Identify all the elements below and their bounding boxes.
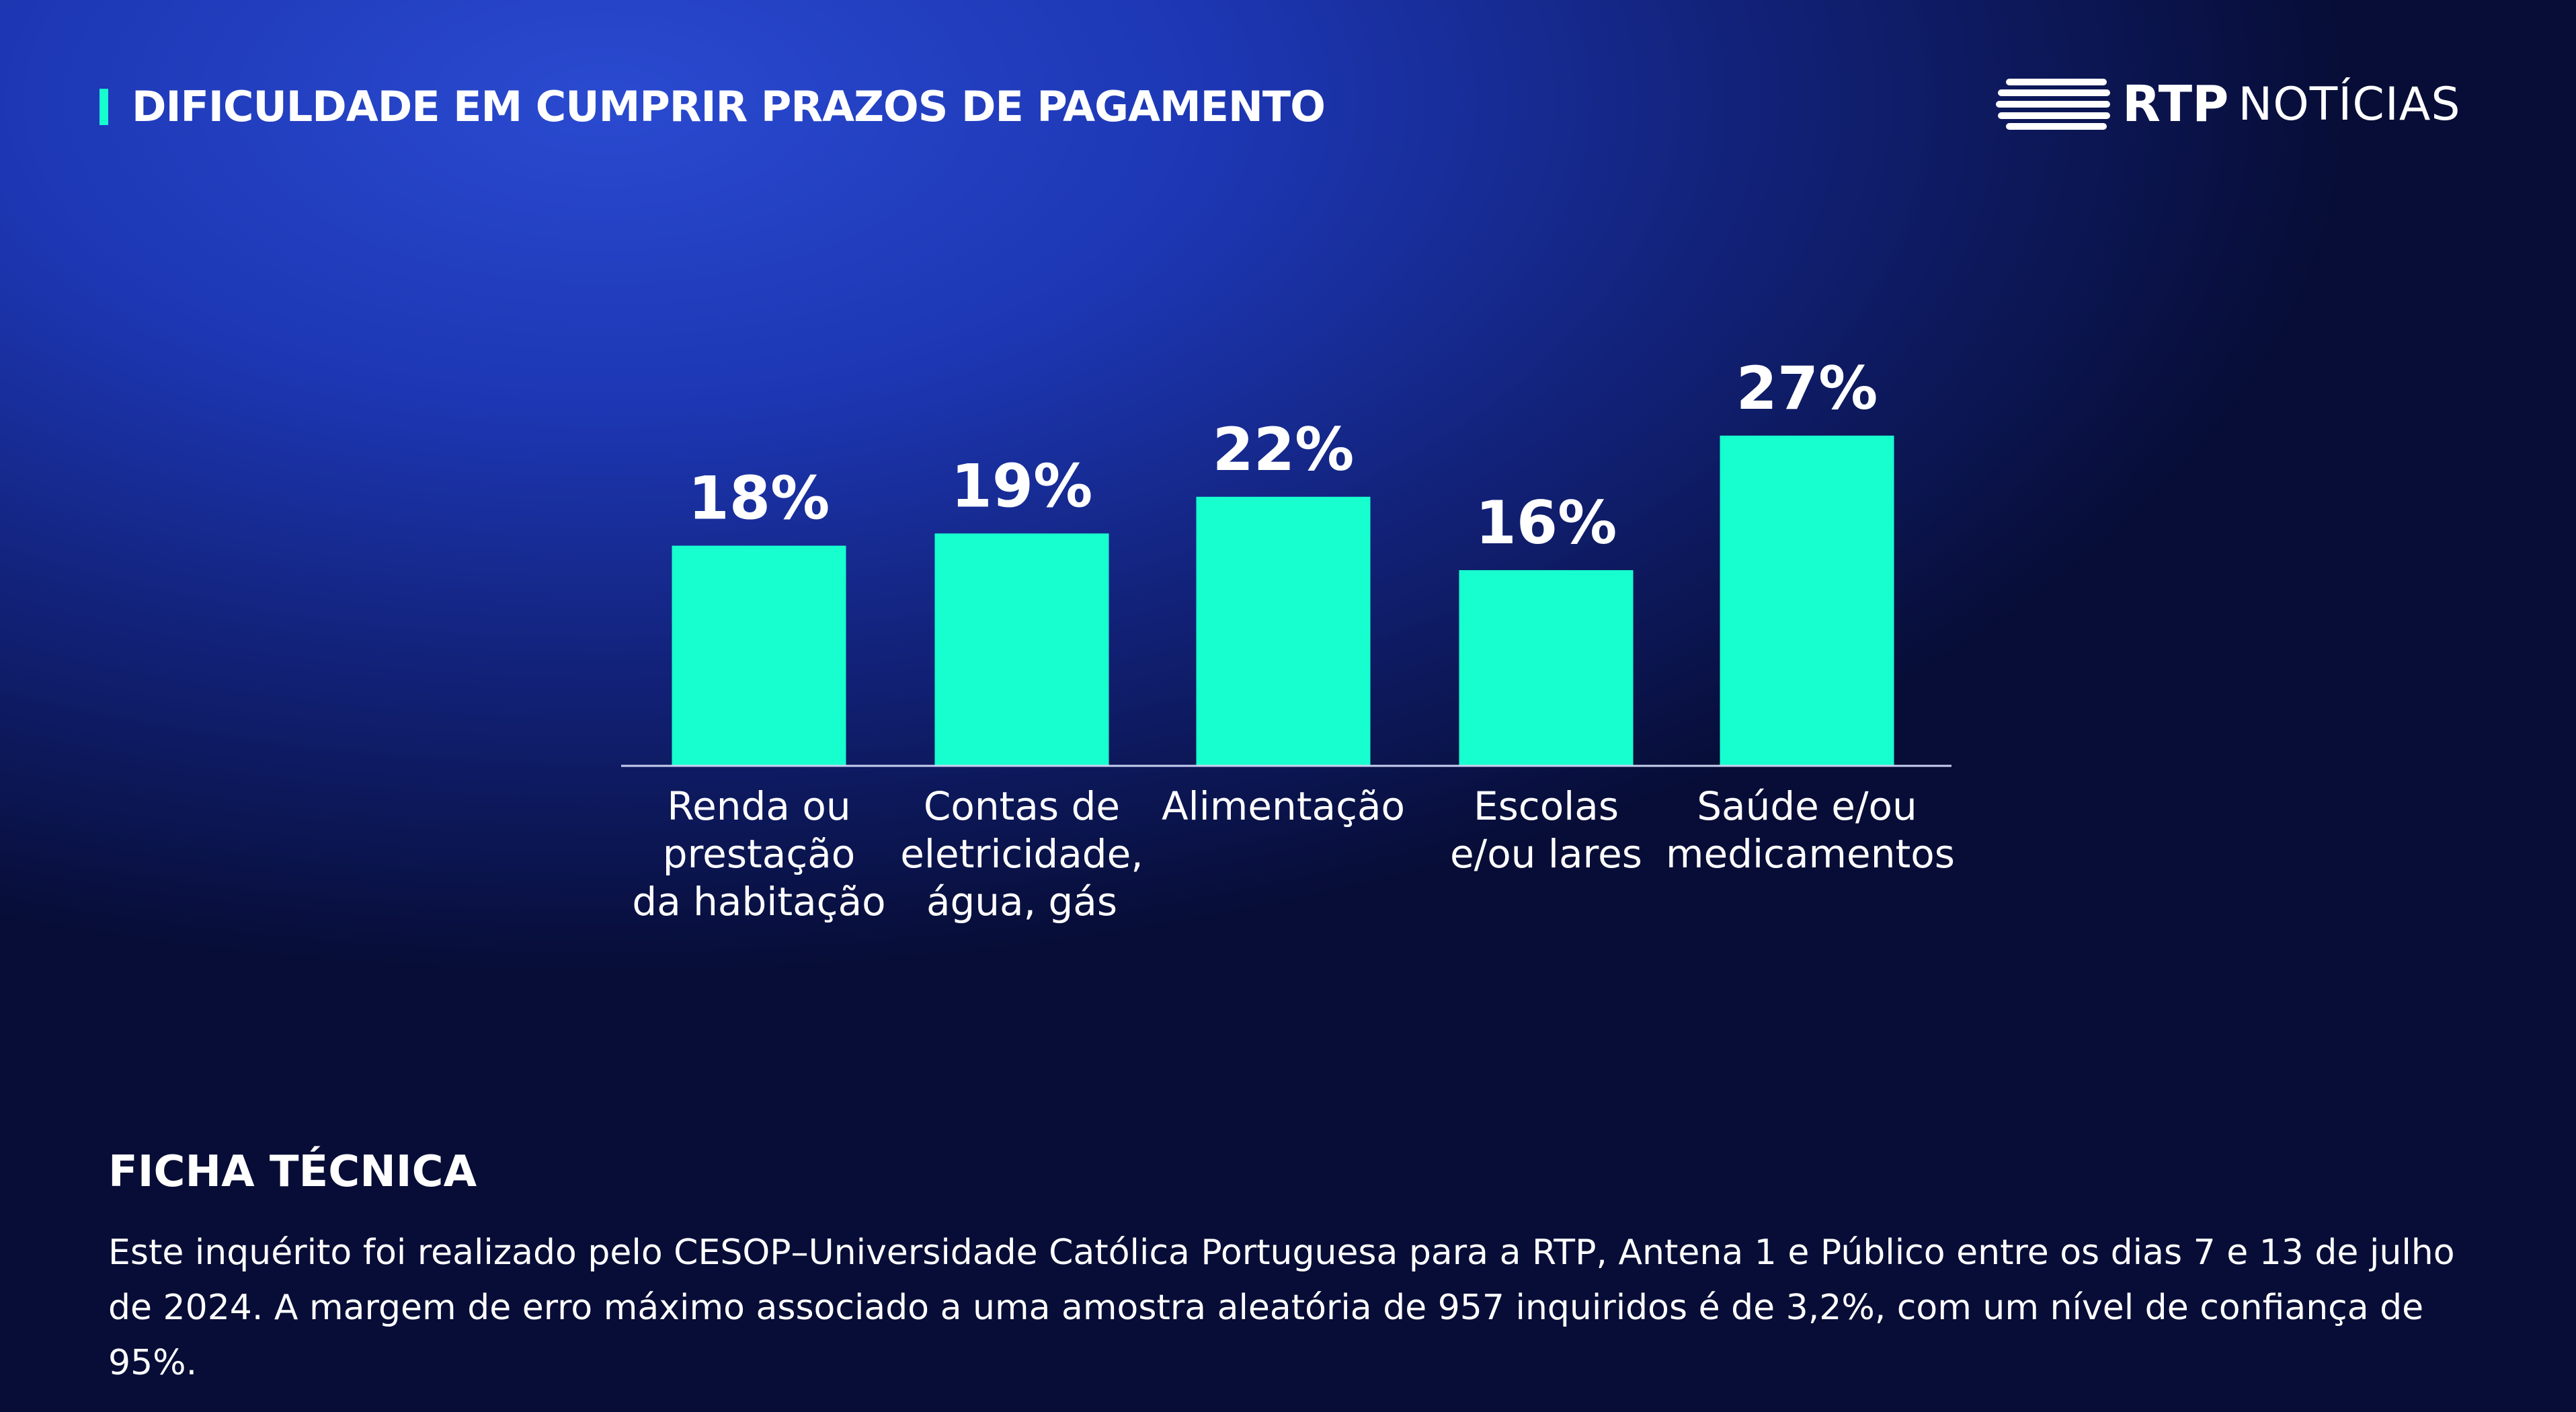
x-tick-label: Alimentação bbox=[1161, 783, 1406, 829]
x-tick-label: Saúde e/ou medicamentos bbox=[1666, 783, 1955, 877]
logo: RTP NOTÍCIAS bbox=[1996, 74, 2461, 134]
bar bbox=[1459, 570, 1634, 766]
value-label: 19% bbox=[951, 451, 1093, 520]
x-tick-label: Renda ou prestação da habitação bbox=[632, 783, 886, 925]
footer-text: Este inquérito foi realizado pelo CESOP–… bbox=[108, 1232, 2455, 1383]
chart-title: DIFICULDADE EM CUMPRIR PRAZOS DE PAGAMEN… bbox=[132, 82, 1326, 131]
value-label: 16% bbox=[1476, 488, 1617, 557]
value-label: 27% bbox=[1736, 354, 1878, 423]
value-label: 22% bbox=[1213, 415, 1355, 484]
bar bbox=[1720, 435, 1894, 766]
logo-section: NOTÍCIAS bbox=[2238, 77, 2461, 131]
x-tick-label: Contas de eletricidade, água, gás bbox=[900, 783, 1143, 925]
value-label: 18% bbox=[688, 464, 830, 533]
bar bbox=[672, 545, 846, 766]
bar bbox=[934, 533, 1109, 766]
bar bbox=[1196, 496, 1371, 766]
footer-heading: FICHA TÉCNICA bbox=[108, 1147, 477, 1197]
logo-brand: RTP bbox=[2122, 75, 2229, 133]
logo-icon bbox=[1996, 79, 2110, 130]
x-tick-label: Escolas e/ou lares bbox=[1449, 783, 1643, 877]
title-accent bbox=[99, 89, 108, 125]
